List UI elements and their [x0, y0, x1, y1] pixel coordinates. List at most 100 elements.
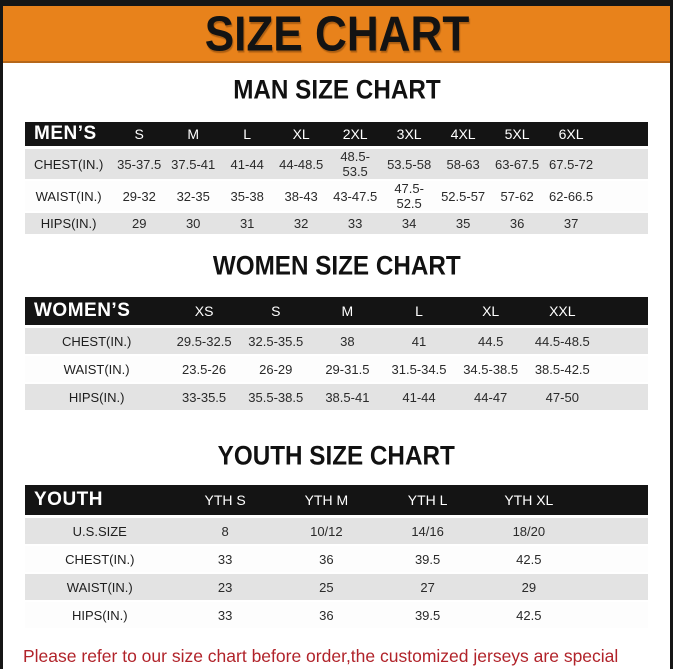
table-row: WAIST(IN.) 23.5-26 26-29 29-31.5 31.5-34.5 34…: [25, 356, 648, 384]
size-cell: 35-37.5: [112, 149, 167, 181]
table-row: CHEST(IN.) 33 36 39.5 42.5: [25, 546, 648, 574]
size-cell: 47-50: [526, 384, 599, 412]
size-cell: 8: [174, 518, 276, 546]
women-size-table: WOMEN’S XS S M L XL XXL CHEST(IN.) 29.5-32.5 32.5…: [25, 297, 648, 412]
size-cell: 23: [174, 574, 276, 602]
table-corner-header: YOUTH: [25, 485, 175, 518]
size-column-header: 3XL: [382, 122, 437, 149]
row-spacer: [598, 181, 648, 213]
size-cell: 39.5: [376, 546, 479, 574]
size-cell: 35: [436, 213, 491, 236]
size-column-header: L: [383, 297, 455, 328]
table-row: CHEST(IN.) 35-37.5 37.5-41 41-44 44-48.5 48.5…: [25, 149, 648, 181]
header-row: WOMEN’S XS S M L XL XXL: [25, 297, 648, 328]
size-cell: 37.5-41: [166, 149, 221, 181]
row-spacer: [579, 602, 648, 630]
footer-disclaimer: Please refer to our size chart before or…: [23, 645, 652, 669]
size-cell: 58-63: [436, 149, 491, 181]
row-label: HIPS(IN.): [25, 384, 169, 412]
youth-size-table: YOUTH YTH S YTH M YTH L YTH XL U.S.SIZE 8 10/12…: [25, 485, 648, 630]
size-cell: 41: [383, 328, 455, 356]
table-row: HIPS(IN.) 33-35.5 35.5-38.5 38.5-41 41-44 44-…: [25, 384, 648, 412]
footer-line-1: Please refer to our size chart before or…: [23, 646, 619, 669]
size-cell: 57-62: [490, 181, 545, 213]
size-cell: 35.5-38.5: [239, 384, 312, 412]
size-cell: 29-32: [112, 181, 167, 213]
size-cell: 27: [376, 574, 479, 602]
row-spacer: [598, 149, 648, 181]
size-cell: 41-44: [220, 149, 275, 181]
size-column-header: XL: [454, 297, 527, 328]
row-label: WAIST(IN.): [25, 574, 175, 602]
size-cell: 38-43: [274, 181, 329, 213]
size-cell: 33: [174, 546, 276, 574]
row-spacer: [598, 356, 648, 384]
size-cell: 32.5-35.5: [239, 328, 312, 356]
size-cell: 33: [174, 602, 276, 630]
header-spacer: [579, 485, 648, 518]
size-column-header: YTH S: [174, 485, 276, 518]
size-cell: 36: [275, 546, 377, 574]
size-cell: 47.5-52.5: [382, 181, 437, 213]
row-spacer: [598, 384, 648, 412]
size-cell: 42.5: [478, 546, 580, 574]
size-cell: 63-67.5: [490, 149, 545, 181]
size-cell: 41-44: [383, 384, 455, 412]
size-cell: 31: [220, 213, 275, 236]
size-cell: 29: [112, 213, 167, 236]
row-label: CHEST(IN.): [25, 328, 169, 356]
size-cell: 32-35: [166, 181, 221, 213]
size-cell: 30: [166, 213, 221, 236]
row-spacer: [598, 213, 648, 236]
size-column-header: XXL: [526, 297, 599, 328]
size-cell: 38.5-42.5: [526, 356, 599, 384]
size-cell: 33-35.5: [168, 384, 240, 412]
women-section-heading: WOMEN SIZE CHART: [212, 250, 461, 282]
size-cell: 44.5: [454, 328, 527, 356]
size-column-header: 5XL: [490, 122, 545, 149]
size-cell: 38: [311, 328, 384, 356]
size-cell: 62-66.5: [544, 181, 599, 213]
size-cell: 31.5-34.5: [383, 356, 455, 384]
row-label: CHEST(IN.): [25, 149, 113, 181]
row-label: WAIST(IN.): [25, 356, 169, 384]
size-cell: 67.5-72: [544, 149, 599, 181]
size-cell: 44-47: [454, 384, 527, 412]
size-cell: 43-47.5: [328, 181, 383, 213]
man-section-heading: MAN SIZE CHART: [232, 74, 441, 106]
youth-section-heading: YOUTH SIZE CHART: [217, 440, 456, 472]
row-label: CHEST(IN.): [25, 546, 175, 574]
row-label: HIPS(IN.): [25, 602, 175, 630]
size-column-header: YTH M: [275, 485, 377, 518]
size-cell: 29.5-32.5: [168, 328, 240, 356]
size-column-header: 4XL: [436, 122, 491, 149]
size-cell: 36: [490, 213, 545, 236]
row-spacer: [579, 518, 648, 546]
men-size-table: MEN’S S M L XL 2XL 3XL 4XL 5XL 6XL CHEST(IN.) 35-37…: [25, 122, 648, 236]
size-column-header: XS: [168, 297, 240, 328]
size-cell: 18/20: [478, 518, 580, 546]
table-corner-header: MEN’S: [25, 122, 113, 149]
table-row: HIPS(IN.) 29 30 31 32 33 34 35 36 37: [25, 213, 648, 236]
row-spacer: [598, 328, 648, 356]
size-cell: 48.5-53.5: [328, 149, 383, 181]
size-cell: 38.5-41: [311, 384, 384, 412]
header-row: MEN’S S M L XL 2XL 3XL 4XL 5XL 6XL: [25, 122, 648, 149]
size-column-header: S: [112, 122, 167, 149]
size-cell: 34: [382, 213, 437, 236]
size-cell: 33: [328, 213, 383, 236]
size-column-header: XL: [274, 122, 329, 149]
table-row: WAIST(IN.) 29-32 32-35 35-38 38-43 43-47.5 47.…: [25, 181, 648, 213]
size-cell: 44-48.5: [274, 149, 329, 181]
row-label: HIPS(IN.): [25, 213, 113, 236]
size-cell: 29-31.5: [311, 356, 384, 384]
row-label: U.S.SIZE: [25, 518, 175, 546]
size-column-header: YTH L: [376, 485, 479, 518]
header-spacer: [598, 122, 648, 149]
size-column-header: L: [220, 122, 275, 149]
size-cell: 10/12: [275, 518, 377, 546]
row-spacer: [579, 546, 648, 574]
table-corner-header: WOMEN’S: [25, 297, 169, 328]
size-cell: 53.5-58: [382, 149, 437, 181]
size-cell: 29: [478, 574, 580, 602]
